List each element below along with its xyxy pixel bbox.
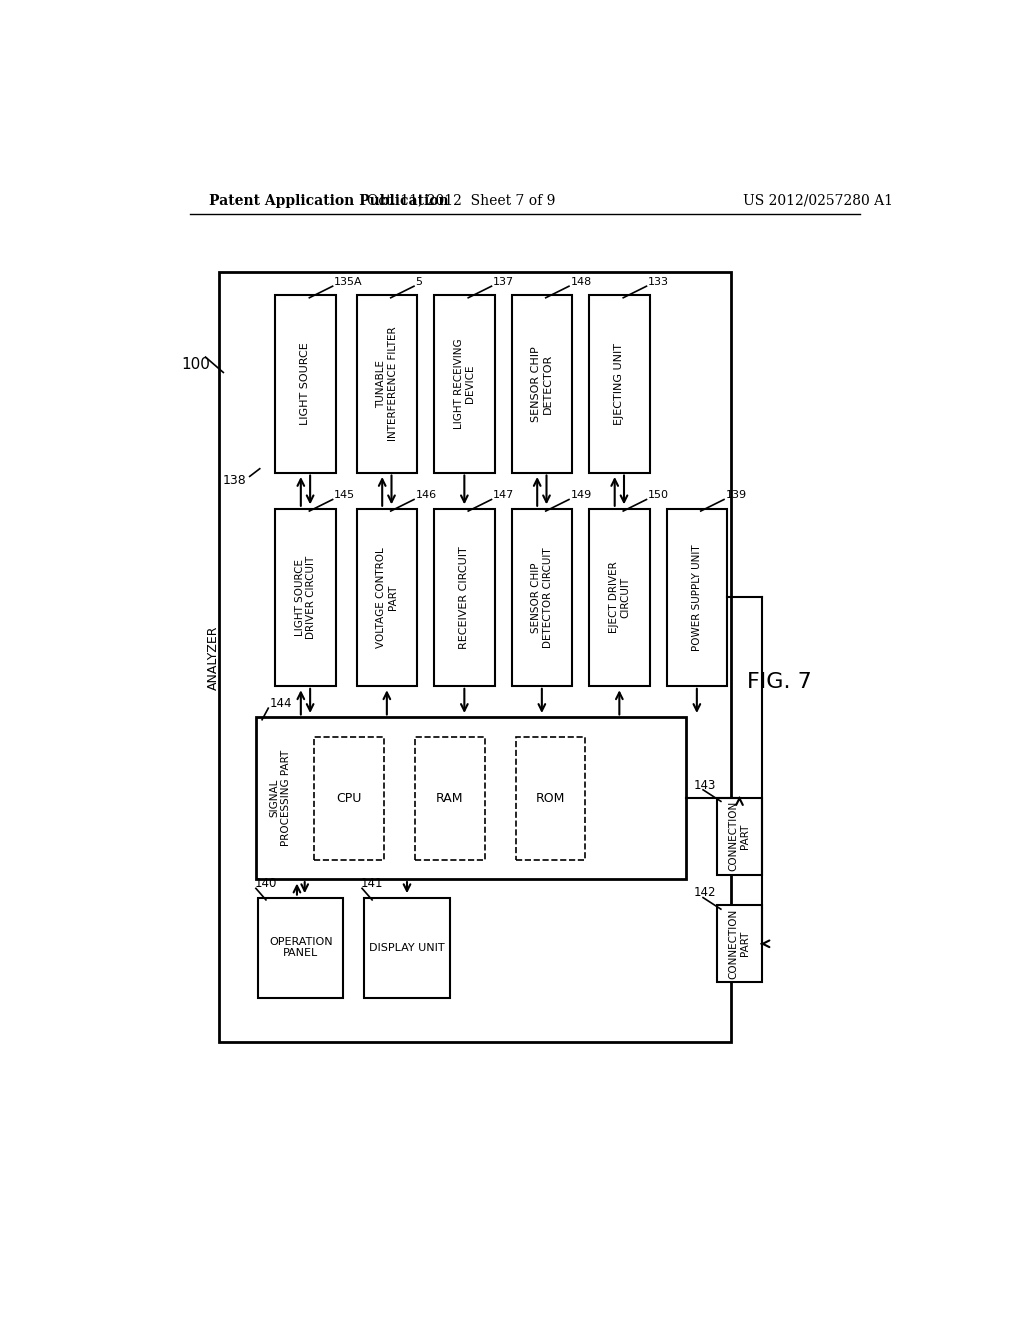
Text: CPU: CPU: [336, 792, 361, 805]
Bar: [256, 718, 686, 879]
Text: 146: 146: [416, 490, 436, 500]
Bar: [258, 898, 343, 998]
Text: 147: 147: [493, 490, 514, 500]
Text: 135A: 135A: [334, 277, 362, 286]
Bar: [667, 508, 727, 686]
Bar: [256, 498, 651, 697]
Bar: [512, 508, 572, 686]
Text: 5: 5: [416, 277, 423, 286]
Text: 150: 150: [648, 490, 669, 500]
Text: SENSOR CHIP
DETECTOR CIRCUIT: SENSOR CHIP DETECTOR CIRCUIT: [531, 546, 553, 648]
Text: 148: 148: [570, 277, 592, 286]
Bar: [515, 737, 586, 859]
Bar: [219, 272, 731, 1043]
Text: POWER SUPPLY UNIT: POWER SUPPLY UNIT: [692, 544, 701, 651]
Text: LIGHT SOURCE
DRIVER CIRCUIT: LIGHT SOURCE DRIVER CIRCUIT: [295, 556, 316, 639]
Text: LIGHT SOURCE: LIGHT SOURCE: [300, 343, 310, 425]
Text: DISPLAY UNIT: DISPLAY UNIT: [370, 942, 444, 953]
Text: CONNECTION
PART: CONNECTION PART: [729, 801, 751, 871]
Bar: [589, 508, 649, 686]
Bar: [365, 898, 450, 998]
Text: 133: 133: [648, 277, 669, 286]
Text: RAM: RAM: [436, 792, 464, 805]
Text: 139: 139: [726, 490, 746, 500]
Bar: [256, 284, 651, 484]
Text: 145: 145: [334, 490, 355, 500]
Bar: [434, 296, 495, 473]
Text: RECEIVER CIRCUIT: RECEIVER CIRCUIT: [460, 546, 469, 648]
Text: Oct. 11, 2012  Sheet 7 of 9: Oct. 11, 2012 Sheet 7 of 9: [367, 194, 555, 207]
Text: 137: 137: [493, 277, 514, 286]
Bar: [434, 508, 495, 686]
Text: TUNABLE
INTERFERENCE FILTER: TUNABLE INTERFERENCE FILTER: [376, 326, 397, 441]
Bar: [356, 296, 417, 473]
Bar: [717, 906, 762, 982]
Text: EJECTING UNIT: EJECTING UNIT: [614, 343, 625, 425]
Text: ANALYZER: ANALYZER: [207, 626, 220, 689]
Text: 140: 140: [254, 878, 276, 890]
Text: SIGNAL
PROCESSING PART: SIGNAL PROCESSING PART: [270, 750, 292, 846]
Text: 144: 144: [270, 697, 292, 710]
Bar: [356, 508, 417, 686]
Bar: [717, 797, 762, 875]
Text: 142: 142: [693, 887, 716, 899]
Text: SENSOR CHIP
DETECTOR: SENSOR CHIP DETECTOR: [531, 346, 553, 422]
Bar: [314, 737, 384, 859]
Bar: [243, 498, 684, 890]
Text: LIGHT RECEIVING
DEVICE: LIGHT RECEIVING DEVICE: [454, 339, 475, 429]
Text: EJECT DRIVER
CIRCUIT: EJECT DRIVER CIRCUIT: [608, 561, 630, 634]
Text: FIG. 7: FIG. 7: [746, 672, 811, 692]
Text: US 2012/0257280 A1: US 2012/0257280 A1: [742, 194, 893, 207]
Bar: [275, 508, 336, 686]
Text: 149: 149: [570, 490, 592, 500]
Bar: [589, 296, 649, 473]
Text: 143: 143: [693, 779, 716, 792]
Text: 100: 100: [182, 358, 211, 372]
Bar: [512, 296, 572, 473]
Text: CONNECTION
PART: CONNECTION PART: [729, 908, 751, 979]
Bar: [275, 296, 336, 473]
Text: ROM: ROM: [536, 792, 565, 805]
Text: 141: 141: [360, 878, 383, 890]
Text: 138: 138: [223, 474, 247, 487]
Text: Patent Application Publication: Patent Application Publication: [209, 194, 449, 207]
Bar: [415, 737, 484, 859]
Text: VOLTAGE CONTROL
PART: VOLTAGE CONTROL PART: [376, 546, 397, 648]
Text: OPERATION
PANEL: OPERATION PANEL: [269, 937, 333, 958]
